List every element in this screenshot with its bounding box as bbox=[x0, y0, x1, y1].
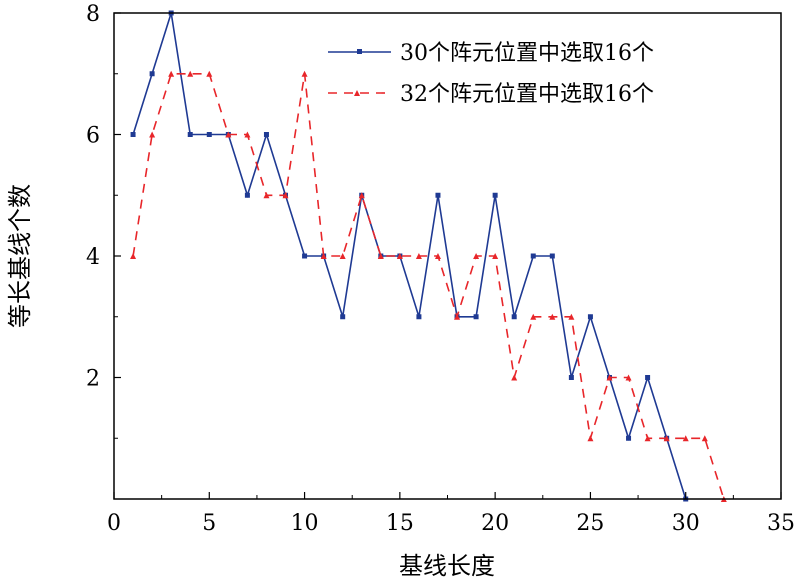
series-1-point bbox=[187, 132, 193, 137]
series-1-point bbox=[549, 253, 555, 259]
series-2-point bbox=[415, 253, 422, 259]
series-2-point bbox=[663, 435, 670, 442]
series-1-point bbox=[473, 314, 479, 320]
y-tick-label: 4 bbox=[86, 245, 100, 270]
series-2-point bbox=[339, 253, 346, 259]
series-2-point bbox=[225, 131, 232, 138]
series-1-point bbox=[340, 314, 346, 320]
series-2-point bbox=[530, 313, 537, 320]
series-2-point bbox=[396, 253, 403, 259]
series-1-point bbox=[626, 435, 632, 441]
series-2-point bbox=[320, 253, 327, 259]
series-layer bbox=[130, 10, 727, 502]
y-tick-label: 6 bbox=[86, 124, 100, 149]
legend-marker-series-1 bbox=[357, 49, 362, 54]
series-1-point bbox=[492, 192, 498, 198]
legend: 30个阵元位置中选取16个 32个阵元位置中选取16个 bbox=[328, 41, 654, 107]
x-tick-label: 10 bbox=[291, 511, 319, 536]
series-2-point bbox=[168, 70, 175, 77]
x-tick-label: 25 bbox=[576, 511, 604, 536]
series-1-point bbox=[530, 253, 536, 259]
series-2-point bbox=[644, 435, 651, 442]
series-2-point bbox=[549, 313, 556, 320]
legend-label-series-2: 32个阵元位置中选取16个 bbox=[400, 82, 654, 107]
series-1-point bbox=[244, 192, 250, 198]
series-1-point bbox=[302, 253, 308, 259]
series-2-point bbox=[244, 131, 251, 138]
series-line-2 bbox=[132, 73, 725, 500]
series-1-point bbox=[587, 314, 593, 320]
series-2-point bbox=[511, 374, 518, 381]
series-2-point bbox=[282, 192, 289, 199]
series-1-point bbox=[645, 375, 651, 380]
x-tick-label: 30 bbox=[672, 511, 700, 536]
series-1-point bbox=[511, 314, 517, 320]
y-tick-label: 2 bbox=[86, 367, 100, 392]
series-1-point bbox=[568, 375, 574, 380]
series-1-point bbox=[263, 132, 269, 137]
series-1-point bbox=[149, 71, 155, 77]
series-2-point bbox=[473, 253, 480, 259]
series-2-point bbox=[587, 435, 594, 442]
y-tick-label: 8 bbox=[86, 2, 100, 27]
series-2-point bbox=[701, 435, 708, 442]
series-2-point bbox=[454, 313, 461, 320]
x-tick-label: 20 bbox=[481, 511, 509, 536]
x-tick-label: 35 bbox=[767, 511, 795, 536]
series-2-point bbox=[568, 313, 575, 320]
legend-label-series-1: 30个阵元位置中选取16个 bbox=[400, 41, 654, 66]
series-2-point bbox=[130, 253, 137, 259]
series-2-point bbox=[377, 253, 384, 259]
x-tick-label: 0 bbox=[107, 511, 121, 536]
x-tick-label: 5 bbox=[202, 511, 216, 536]
series-1-point bbox=[130, 132, 136, 137]
series-2-point bbox=[434, 253, 441, 259]
series-1-point bbox=[435, 192, 441, 198]
series-1-point bbox=[206, 132, 212, 137]
series-2-point bbox=[263, 192, 270, 199]
series-1-point bbox=[416, 314, 422, 320]
series-2-point bbox=[625, 374, 632, 381]
y-axis-title: 等长基线个数 bbox=[6, 184, 34, 328]
x-tick-label: 15 bbox=[386, 511, 414, 536]
legend-marker-series-2 bbox=[354, 90, 360, 96]
series-2-point bbox=[682, 435, 689, 442]
series-2-point bbox=[606, 374, 613, 381]
x-axis-title: 基线长度 bbox=[399, 552, 495, 580]
series-2-point bbox=[149, 131, 156, 138]
series-2-point bbox=[187, 70, 194, 77]
ticks-layer: 0 5 10 15 20 25 30 35 2 4 6 8 bbox=[86, 2, 795, 536]
series-2-point bbox=[206, 70, 213, 77]
series-2-point bbox=[492, 253, 499, 259]
series-line-1 bbox=[132, 12, 687, 500]
series-2-point bbox=[358, 192, 365, 199]
series-2-point bbox=[301, 70, 308, 77]
